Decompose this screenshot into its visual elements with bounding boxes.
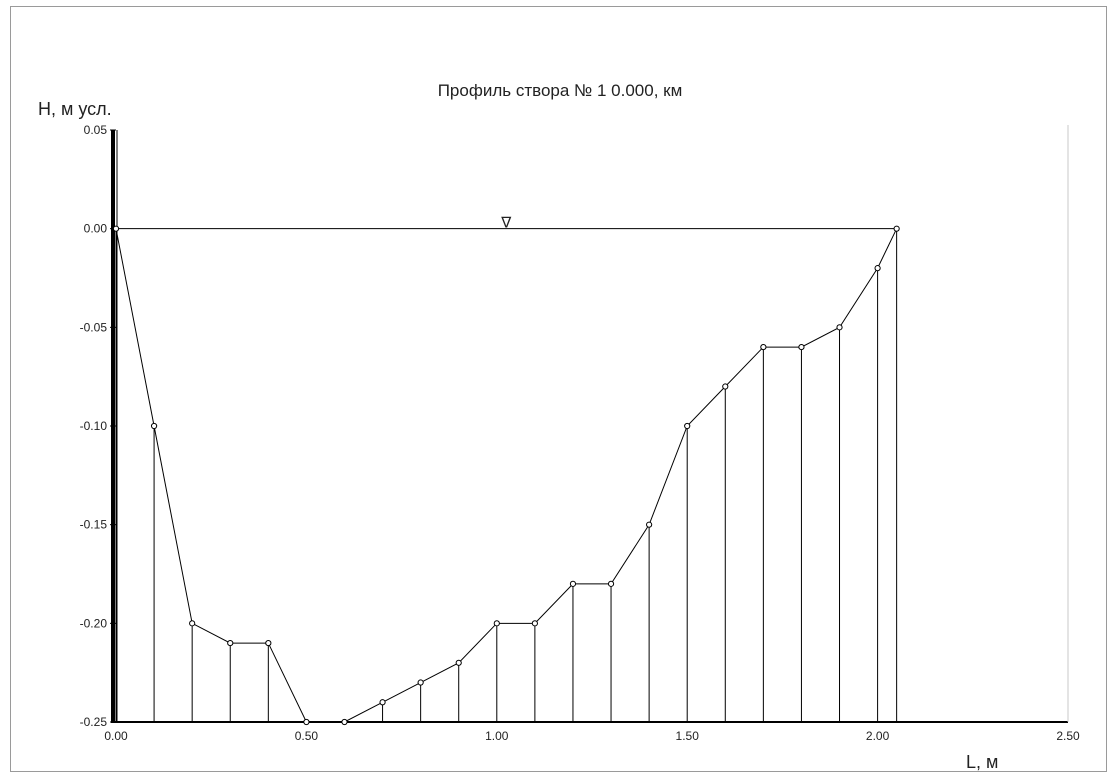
y-tick-label: -0.10 [80,419,108,433]
profile-point [455,659,462,666]
chart-title: Профиль створа № 1 0.000, км [438,81,683,100]
profile-point [150,422,158,430]
profile-series: ∇ [112,215,900,726]
y-axis-label: H, м усл. [38,99,112,119]
profile-point [303,718,310,726]
profile-point [760,343,767,351]
profile-point [531,620,538,627]
profile-point [684,422,691,430]
chart-window [10,6,1107,772]
profile-point [646,521,653,528]
bed-profile-line [115,228,898,723]
axes [110,125,1069,723]
y-tick-labels: 0.05 0.00 -0.05 -0.10 -0.15 -0.20 -0.25 [80,123,108,729]
x-tick-label: 0.00 [104,729,128,743]
x-axis-label: L, м [966,752,998,772]
profile-point [569,580,577,587]
profile-point [227,639,234,647]
profile-point [893,225,900,232]
profile-point [379,699,386,706]
profile-point [722,383,729,390]
profile-point [836,324,843,331]
x-tick-label: 2.50 [1056,729,1080,743]
y-tick-label: -0.25 [80,715,108,729]
profile-point [265,639,272,647]
water-level-marker: ∇ [500,215,512,232]
profile-point [417,679,424,686]
profile-point [874,265,881,272]
y-tick-label: 0.05 [84,123,108,137]
profile-point [341,718,348,726]
x-tick-label: 2.00 [866,729,890,743]
y-tick-label: -0.15 [80,518,108,532]
y-tick-label: 0.00 [84,222,108,236]
profile-point [112,225,120,232]
x-tick-label: 1.50 [676,729,700,743]
x-tick-labels: 0.00 0.50 1.00 1.50 2.00 2.50 [104,729,1080,743]
profile-point [607,580,615,587]
profile-point [493,620,500,627]
profile-point [189,620,196,627]
y-tick-label: -0.05 [80,320,108,334]
x-tick-label: 0.50 [295,729,319,743]
profile-point [798,343,805,351]
x-tick-label: 1.00 [485,729,509,743]
y-tick-label: -0.20 [80,616,108,630]
